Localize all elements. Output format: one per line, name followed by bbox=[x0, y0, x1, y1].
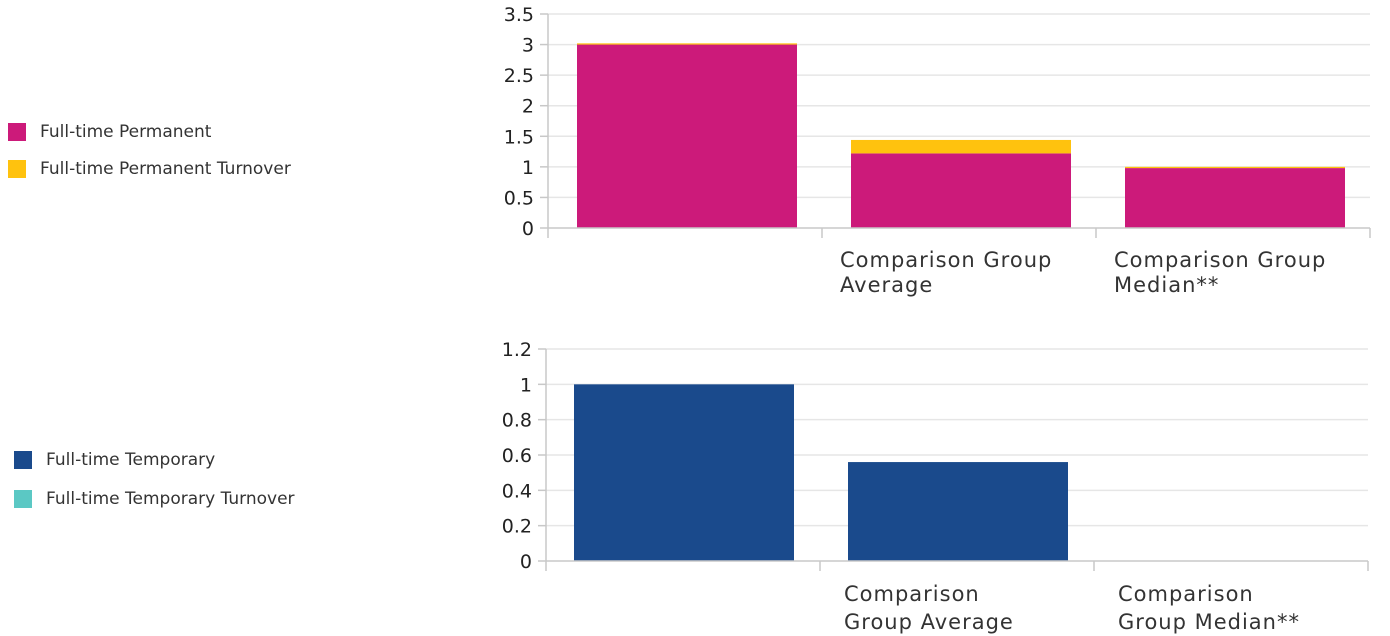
x-category-label: Comparison bbox=[1118, 582, 1254, 606]
bar-full-time-permanent bbox=[851, 153, 1071, 228]
y-tick-label: 2.5 bbox=[504, 65, 534, 87]
y-tick-label: 1.2 bbox=[502, 339, 532, 361]
y-tick-label: 0 bbox=[520, 551, 532, 573]
y-tick-label: 3 bbox=[522, 35, 534, 57]
x-category-label: Average bbox=[840, 273, 933, 297]
legend-item-full-time-permanent[interactable]: Full-time Permanent bbox=[8, 122, 211, 142]
x-category-label: Median** bbox=[1114, 273, 1219, 297]
legend-label-full-time-temporary: Full-time Temporary bbox=[46, 450, 216, 470]
y-tick-label: 1 bbox=[522, 157, 534, 179]
x-category-label: Comparison Group bbox=[1114, 248, 1326, 272]
legend-label-full-time-temporary-turnover: Full-time Temporary Turnover bbox=[46, 489, 295, 509]
legend-label-full-time-permanent-turnover: Full-time Permanent Turnover bbox=[40, 159, 291, 179]
x-category-label: Group Average bbox=[844, 610, 1014, 634]
bar-full-time-permanent bbox=[1125, 168, 1345, 228]
bar-full-time-temporary bbox=[848, 462, 1068, 561]
y-tick-label: 0.4 bbox=[502, 480, 532, 502]
y-tick-label: 2 bbox=[522, 96, 534, 118]
x-category-label: Comparison bbox=[844, 582, 980, 606]
legend-swatch-full-time-permanent-turnover bbox=[8, 160, 26, 178]
y-tick-label: 1.5 bbox=[504, 126, 534, 148]
legend-item-full-time-permanent-turnover[interactable]: Full-time Permanent Turnover bbox=[8, 159, 291, 179]
y-tick-label: 0.8 bbox=[502, 410, 532, 432]
bar-full-time-permanent-turnover bbox=[851, 139, 1071, 154]
legend-swatch-full-time-permanent bbox=[8, 123, 26, 141]
legend-item-full-time-temporary[interactable]: Full-time Temporary bbox=[14, 450, 215, 470]
y-tick-label: 0.2 bbox=[502, 516, 532, 538]
bar-full-time-permanent-turnover bbox=[1125, 166, 1345, 169]
legend-swatch-full-time-temporary bbox=[14, 451, 32, 469]
bar-full-time-temporary bbox=[574, 384, 794, 561]
legend-label-full-time-permanent: Full-time Permanent bbox=[40, 122, 212, 142]
y-tick-label: 1 bbox=[520, 374, 532, 396]
legend-swatch-full-time-temporary-turnover bbox=[14, 490, 32, 508]
bar-full-time-permanent bbox=[577, 44, 797, 229]
legend-item-full-time-temporary-turnover[interactable]: Full-time Temporary Turnover bbox=[14, 489, 295, 509]
x-category-label: Group Median** bbox=[1118, 610, 1300, 634]
y-tick-label: 3.5 bbox=[504, 4, 534, 26]
y-tick-label: 0 bbox=[522, 218, 534, 240]
bar-full-time-permanent-turnover bbox=[577, 43, 797, 45]
x-category-label: Comparison Group bbox=[840, 248, 1052, 272]
y-tick-label: 0.6 bbox=[502, 445, 532, 467]
y-tick-label: 0.5 bbox=[504, 187, 534, 209]
